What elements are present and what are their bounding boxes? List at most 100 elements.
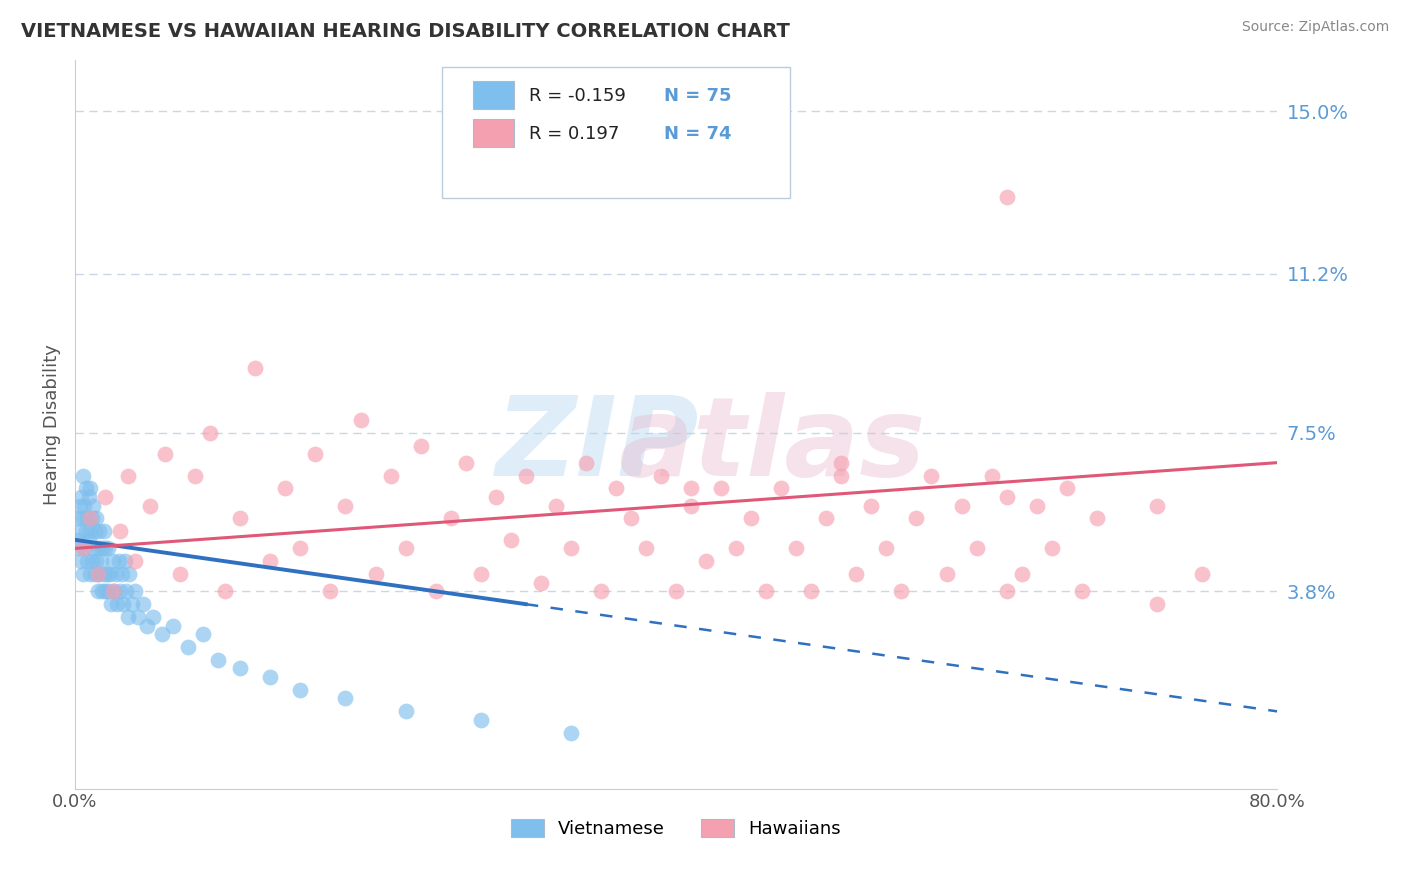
Point [815,511,838,525]
Point [103,584,125,599]
Point [695,554,717,568]
Point [1025,499,1047,513]
Point [162,618,184,632]
Point [830,468,852,483]
Point [82,541,104,556]
Point [905,511,928,525]
Point [101,554,124,568]
Point [87,524,110,539]
Point [499,533,522,547]
Text: N = 74: N = 74 [664,125,731,143]
Point [560,541,582,556]
Point [530,575,553,590]
Point [97,541,120,556]
Point [80,554,103,568]
Y-axis label: Hearing Disability: Hearing Disability [44,343,60,505]
Point [79,482,101,496]
Point [107,554,129,568]
Point [845,567,868,582]
Point [681,499,703,513]
Point [380,468,402,483]
Point [335,691,357,706]
Text: R = -0.159: R = -0.159 [530,87,626,105]
Point [142,610,165,624]
Point [93,524,115,539]
Point [72,468,94,483]
Point [108,524,131,539]
Point [77,533,100,547]
Point [364,567,387,582]
Point [935,567,957,582]
Point [184,468,207,483]
Bar [472,120,513,147]
Point [110,567,132,582]
Point [1011,567,1033,582]
Point [191,627,214,641]
Point [112,597,135,611]
Point [966,541,988,556]
FancyBboxPatch shape [441,67,790,198]
Point [86,584,108,599]
Point [69,524,91,539]
Point [214,584,236,599]
Point [650,468,672,483]
Point [117,468,139,483]
Point [207,653,229,667]
Point [94,584,117,599]
Point [710,482,733,496]
Point [544,499,567,513]
Point [121,597,143,611]
Legend: Vietnamese, Hawaiians: Vietnamese, Hawaiians [505,812,848,845]
Point [100,597,122,611]
Point [70,490,93,504]
Point [150,627,173,641]
Text: ZIP: ZIP [496,392,700,500]
Point [70,554,93,568]
Point [84,554,107,568]
Point [921,468,943,483]
Point [560,726,582,740]
Point [1085,511,1108,525]
Point [86,567,108,582]
Point [1146,597,1168,611]
Point [139,499,162,513]
Point [229,511,252,525]
Point [349,413,371,427]
Point [79,524,101,539]
Point [319,584,342,599]
Point [127,610,149,624]
Bar [472,81,513,109]
Point [634,541,657,556]
Point [950,499,973,513]
Point [995,584,1018,599]
Point [93,567,115,582]
Text: Source: ZipAtlas.com: Source: ZipAtlas.com [1241,20,1389,34]
Point [605,482,627,496]
Point [394,704,416,718]
Point [860,499,883,513]
Point [108,584,131,599]
Point [589,584,612,599]
Point [259,670,281,684]
Point [115,584,138,599]
Text: N = 75: N = 75 [664,87,731,105]
Point [84,511,107,525]
Point [124,584,146,599]
Text: atlas: atlas [619,392,927,500]
Point [76,554,98,568]
Point [274,482,297,496]
Point [177,640,200,654]
Point [740,511,762,525]
Point [65,533,87,547]
Point [770,482,793,496]
Point [75,482,97,496]
Point [665,584,688,599]
Point [515,468,537,483]
Point [454,456,477,470]
Point [77,490,100,504]
Point [79,567,101,582]
Point [73,499,96,513]
Point [681,482,703,496]
Point [485,490,508,504]
Point [995,490,1018,504]
